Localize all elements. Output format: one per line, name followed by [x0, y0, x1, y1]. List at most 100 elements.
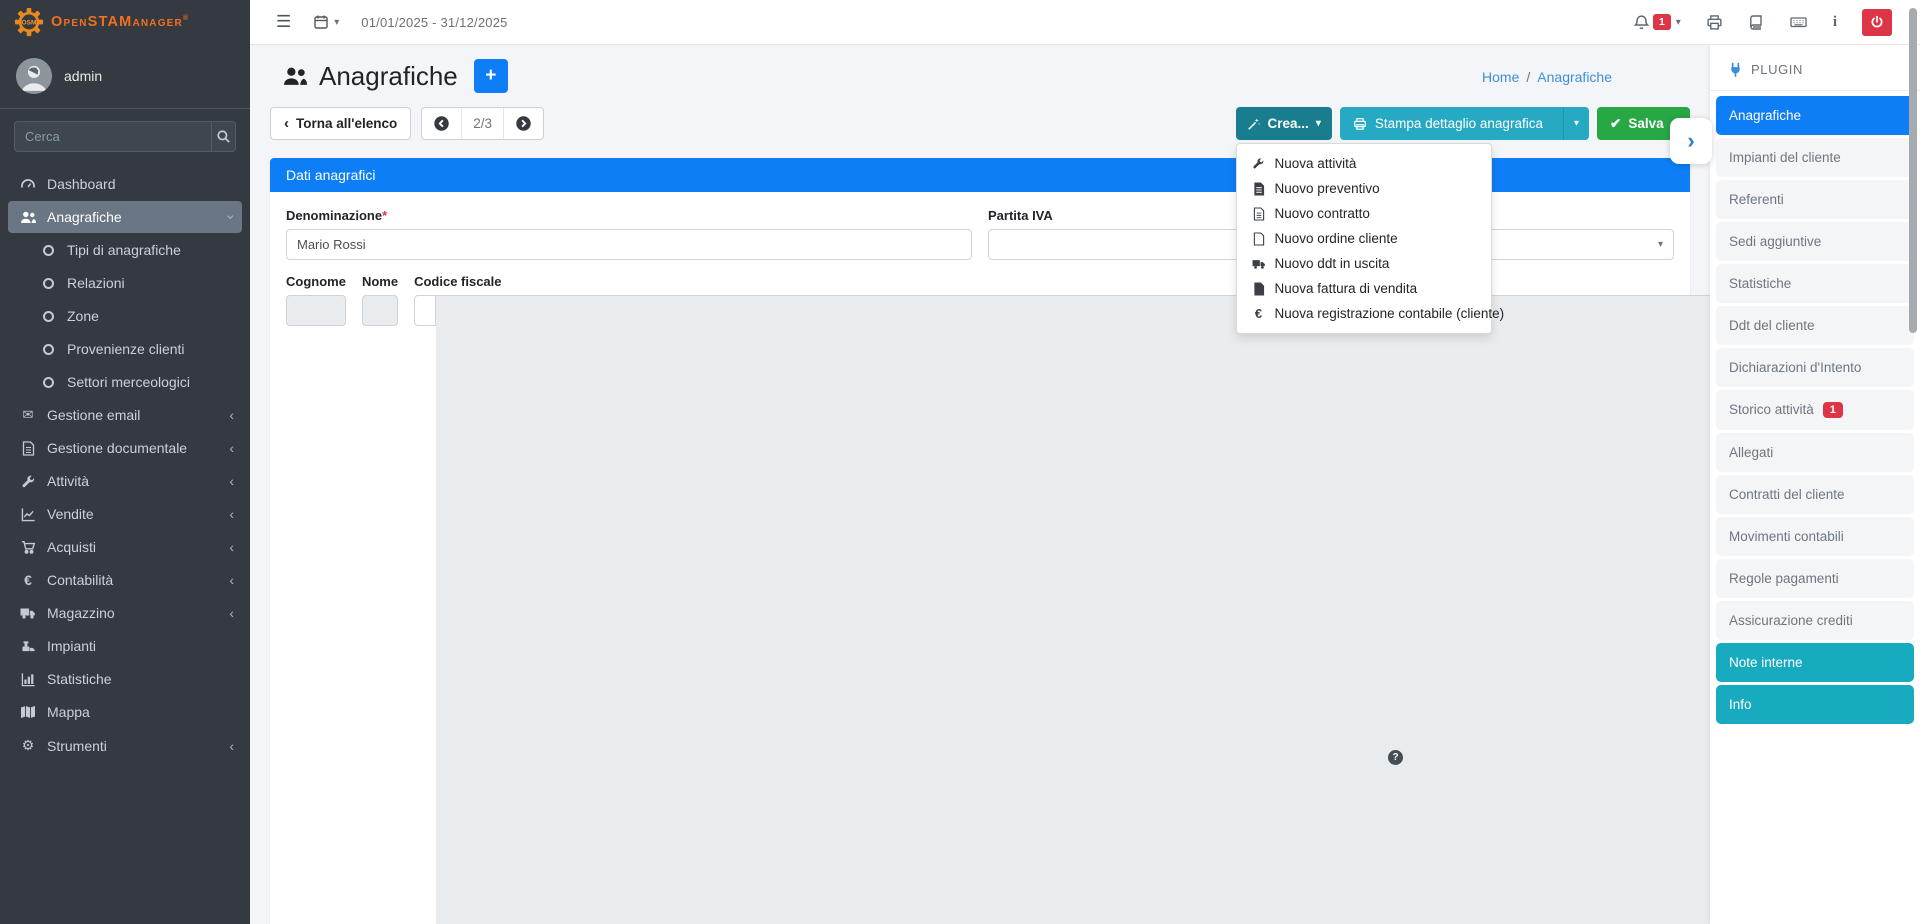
plugin-item-sedi-aggiuntive[interactable]: Sedi aggiuntive — [1716, 222, 1914, 261]
user-panel: admin — [0, 45, 250, 109]
sidebar-item-zone[interactable]: Zone — [8, 300, 242, 332]
sidebar-menu: Dashboard Anagrafiche › Tipi di anagrafi… — [0, 162, 250, 769]
breadcrumb: Home / Anagrafiche — [1482, 69, 1612, 85]
menu-item-nuova-fattura-vendita[interactable]: Nuova fattura di vendita — [1237, 276, 1491, 301]
plugin-item-storico-attivita[interactable]: Storico attività 1 — [1716, 390, 1914, 430]
previous-record-button[interactable] — [422, 108, 461, 139]
sidebar-item-anagrafiche[interactable]: Anagrafiche › — [8, 201, 242, 233]
sidebar-item-dashboard[interactable]: Dashboard — [8, 168, 242, 200]
logout-power-button[interactable] — [1862, 8, 1892, 36]
chevron-right-icon: › — [1687, 128, 1695, 153]
nome-input — [361, 295, 399, 326]
crea-dropdown-button[interactable]: Crea... ▾ — [1235, 107, 1332, 140]
chevron-left-icon: ‹ — [284, 115, 289, 132]
field-nome: Nome — [361, 274, 399, 924]
stampa-dropdown-toggle[interactable]: ▾ — [1562, 107, 1589, 140]
chevron-left-icon: ‹ — [229, 605, 234, 621]
next-record-button[interactable] — [504, 108, 543, 139]
circle-icon — [36, 376, 60, 388]
page-scrollbar[interactable] — [1909, 8, 1917, 333]
sidebar-item-settori-merceologici[interactable]: Settori merceologici — [8, 366, 242, 398]
plugin-list: Anagrafiche Impianti del cliente Referen… — [1710, 91, 1920, 724]
denominazione-input[interactable] — [286, 229, 972, 260]
euro-icon: € — [24, 572, 32, 588]
sidebar-item-provenienze-clienti[interactable]: Provenienze clienti — [8, 333, 242, 365]
codice-fiscale-input[interactable] — [414, 295, 437, 326]
brand-logo[interactable]: OSM OpenSTAManager® — [0, 0, 250, 45]
plugin-item-allegati[interactable]: Allegati — [1716, 433, 1914, 472]
add-record-button[interactable]: + — [473, 59, 508, 93]
breadcrumb-home-link[interactable]: Home — [1482, 69, 1520, 85]
sidebar-item-strumenti[interactable]: ⚙ Strumenti ‹ — [8, 729, 242, 762]
plugin-panel-toggle-button[interactable]: › — [1670, 118, 1712, 164]
caret-down-icon: ▾ — [334, 16, 340, 28]
docs-book-button[interactable] — [1748, 14, 1764, 31]
sidebar-item-acquisti[interactable]: Acquisti ‹ — [8, 531, 242, 563]
avatar[interactable] — [16, 58, 52, 94]
circle-icon — [36, 244, 60, 256]
truck-icon — [1251, 258, 1267, 270]
sidebar-item-gestione-email[interactable]: ✉ Gestione email ‹ — [8, 399, 242, 431]
plugin-item-dichiarazioni-intento[interactable]: Dichiarazioni d'Intento — [1716, 348, 1914, 387]
file-icon — [1251, 231, 1267, 246]
sidebar-item-impianti[interactable]: Impianti — [8, 630, 242, 662]
euro-icon: € — [1254, 306, 1263, 321]
sidebar-item-relazioni[interactable]: Relazioni — [8, 267, 242, 299]
sidebar-item-vendite[interactable]: Vendite ‹ — [8, 498, 242, 530]
menu-item-nuovo-ordine-cliente[interactable]: Nuovo ordine cliente — [1237, 226, 1491, 251]
plugin-item-ddt-del-cliente[interactable]: Ddt del cliente — [1716, 306, 1914, 345]
plugin-item-movimenti-contabili[interactable]: Movimenti contabili — [1716, 517, 1914, 556]
plugin-title: PLUGIN — [1751, 62, 1804, 77]
svg-text:OSM: OSM — [22, 19, 37, 26]
menu-item-nuova-attivita[interactable]: Nuova attività — [1237, 151, 1491, 176]
sidebar-item-tipi-di-anagrafiche[interactable]: Tipi di anagrafiche — [8, 234, 242, 266]
sidebar-item-gestione-documentale[interactable]: Gestione documentale ‹ — [8, 432, 242, 464]
users-icon — [16, 210, 40, 225]
navbar-left: ☰ ▾ 01/01/2025 - 31/12/2025 — [250, 12, 508, 32]
date-range-picker-button[interactable]: ▾ — [313, 14, 339, 30]
sidebar-item-attivita[interactable]: Attività ‹ — [8, 465, 242, 497]
check-icon: ✔ — [1610, 115, 1622, 131]
info-button[interactable]: i — [1832, 13, 1837, 30]
plugin-item-anagrafiche[interactable]: Anagrafiche — [1716, 96, 1914, 135]
menu-item-nuovo-preventivo[interactable]: Nuovo preventivo — [1237, 176, 1491, 201]
left-sidebar: admin Dashboard — [0, 45, 250, 924]
shortcuts-keyboard-button[interactable] — [1789, 14, 1808, 30]
printer-icon — [1353, 117, 1367, 131]
sidebar-toggle-hamburger-icon[interactable]: ☰ — [276, 12, 292, 31]
plugin-header: PLUGIN — [1710, 45, 1920, 91]
plugin-item-impianti-del-cliente[interactable]: Impianti del cliente — [1716, 138, 1914, 177]
wrench-icon — [16, 474, 40, 489]
print-button[interactable] — [1706, 14, 1723, 31]
plugin-item-note-interne[interactable]: Note interne — [1716, 643, 1914, 682]
menu-item-nuovo-contratto[interactable]: Nuovo contratto — [1237, 201, 1491, 226]
sidebar-item-statistiche[interactable]: Statistiche — [8, 663, 242, 695]
circle-icon — [36, 343, 60, 355]
back-to-list-button[interactable]: ‹ Torna all'elenco — [270, 107, 412, 140]
osm-gear-logo-icon: OSM — [14, 7, 44, 37]
plugin-item-statistiche[interactable]: Statistiche — [1716, 264, 1914, 303]
breadcrumb-current-link[interactable]: Anagrafiche — [1537, 69, 1612, 85]
main-content: Anagrafiche + Home / Anagrafiche ‹ Torna a… — [250, 45, 1710, 924]
sidebar-item-magazzino[interactable]: Magazzino ‹ — [8, 597, 242, 629]
field-denominazione: Denominazione* — [286, 208, 972, 260]
file-invoice-icon — [1251, 282, 1267, 296]
plugin-item-contratti-del-cliente[interactable]: Contratti del cliente — [1716, 475, 1914, 514]
sidebar-item-contabilita[interactable]: € Contabilità ‹ — [8, 564, 242, 596]
codice-fiscale-help-button[interactable]: ? — [436, 295, 1710, 924]
plugin-item-regole-pagamenti[interactable]: Regole pagamenti — [1716, 559, 1914, 598]
plugin-panel: PLUGIN Anagrafiche Impianti del cliente … — [1710, 45, 1920, 924]
sidebar-item-mappa[interactable]: Mappa — [8, 696, 242, 728]
plugin-item-info[interactable]: Info — [1716, 685, 1914, 724]
plugin-item-referenti[interactable]: Referenti — [1716, 180, 1914, 219]
search-button[interactable] — [211, 121, 236, 152]
plugin-item-assicurazione-crediti[interactable]: Assicurazione crediti — [1716, 601, 1914, 640]
menu-item-nuovo-ddt-uscita[interactable]: Nuovo ddt in uscita — [1237, 251, 1491, 276]
menu-item-nuova-registrazione-contabile[interactable]: € Nuova registrazione contabile (cliente) — [1237, 301, 1504, 326]
shopping-cart-icon — [16, 540, 40, 555]
stampa-dettaglio-button[interactable]: Stampa dettaglio anagrafica ▾ — [1339, 107, 1589, 140]
caret-down-icon: ▾ — [1675, 16, 1681, 28]
notifications-bell-button[interactable]: 1 ▾ — [1633, 14, 1681, 31]
search-input[interactable] — [14, 121, 211, 152]
